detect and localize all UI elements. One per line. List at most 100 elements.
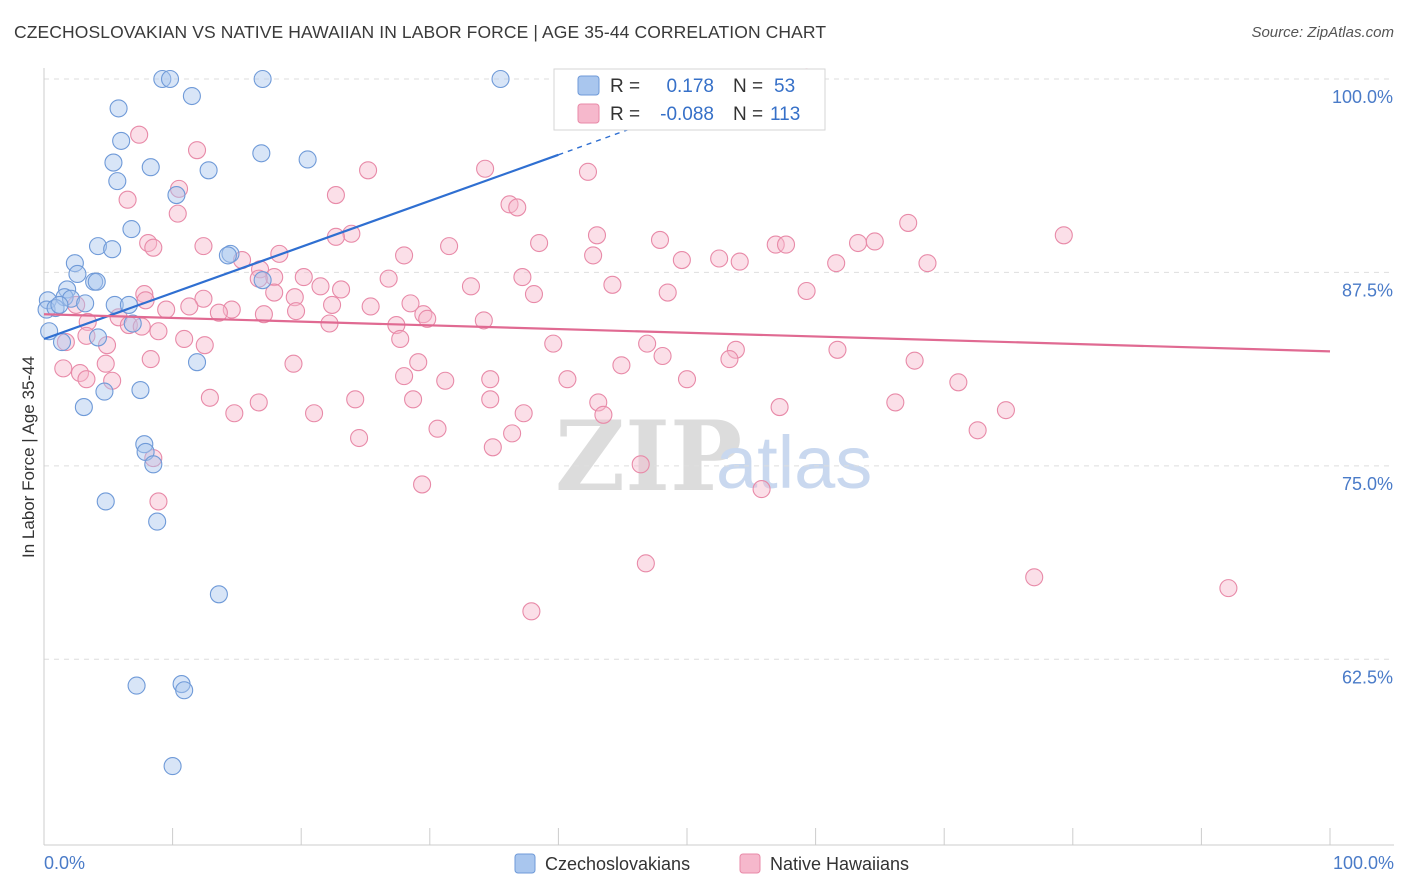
czechoslovakian-point [163, 757, 182, 776]
native-hawaiian-point [658, 283, 677, 302]
czechoslovakian-point [253, 69, 272, 89]
native-hawaiian-point [404, 390, 423, 409]
native-hawaiian-point [440, 237, 459, 256]
czechoslovakian-point [187, 353, 207, 372]
native-hawaiian-point [766, 235, 785, 254]
series-legend-label-czechoslovakians: Czechoslovakians [545, 854, 690, 874]
native-hawaiian-point [558, 370, 577, 389]
czechoslovakian-point [144, 455, 163, 474]
native-hawaiian-point [508, 198, 527, 217]
native-hawaiian-point [710, 249, 729, 268]
watermark-atlas: atlas [716, 421, 872, 504]
czechoslovakian-point [298, 150, 317, 169]
native-hawaiian-point [476, 159, 495, 178]
native-hawaiian-point [886, 393, 905, 412]
czechoslovakian-point [153, 69, 172, 89]
native-hawaiian-point [149, 492, 168, 511]
czechoslovakian-point [104, 153, 123, 172]
native-hawaiian-point [413, 475, 432, 494]
series-legend-swatch-czechoslovakians [514, 853, 536, 874]
czechoslovakian-point [108, 172, 127, 191]
native-hawaiian-point [865, 232, 884, 251]
native-hawaiian-point [905, 351, 924, 370]
native-hawaiian-point [200, 388, 219, 407]
native-hawaiian-point [395, 246, 414, 265]
native-hawaiian-point [361, 297, 380, 316]
native-hawaiian-point [730, 252, 749, 271]
native-hawaiian-point [401, 294, 420, 313]
native-hawaiian-point [194, 237, 213, 256]
native-hawaiians-trend-line [43, 313, 1331, 353]
native-hawaiian-point [481, 390, 500, 409]
native-hawaiian-point [195, 336, 214, 355]
czechoslovakian-point [61, 289, 81, 308]
native-hawaiian-point [968, 421, 987, 440]
native-hawaiian-point [130, 125, 149, 144]
legend-n-value-1: 53 [774, 76, 795, 97]
watermark-zip: ZIP [555, 400, 742, 513]
native-hawaiian-point [305, 404, 324, 423]
native-hawaiian-point [56, 333, 75, 352]
native-hawaiian-point [418, 309, 437, 328]
native-hawaiian-point [96, 354, 115, 373]
native-hawaiian-point [285, 288, 304, 307]
czechoslovakian-point [160, 69, 180, 89]
czechoslovakian-point [252, 144, 271, 163]
native-hawaiian-point [157, 300, 176, 319]
chart-title: CZECHOSLOVAKIAN VS NATIVE HAWAIIAN IN LA… [14, 22, 827, 42]
watermark: ZIP atlas [555, 400, 872, 513]
czechoslovakian-point [209, 585, 228, 604]
czechoslovakian-point [167, 186, 186, 205]
czechoslovakian-point [148, 512, 167, 531]
native-hawaiian-point [249, 393, 268, 412]
native-hawaiian-point [1054, 226, 1073, 245]
native-hawaiian-point [481, 370, 500, 389]
native-hawaiian-point [918, 254, 937, 273]
native-hawaiian-point [194, 289, 213, 308]
czechoslovakian-point [103, 240, 122, 259]
legend-n-label-1: N = [733, 76, 763, 97]
czechoslovakian-point [88, 237, 108, 256]
czechoslovakian-point [38, 291, 57, 310]
native-hawaiian-point [350, 428, 369, 448]
native-hawaiian-point [612, 356, 631, 375]
czechoslovakians-trend-line [43, 153, 559, 341]
y-tick-label: 75.0% [1342, 474, 1393, 494]
native-hawaiian-point [949, 373, 968, 392]
native-hawaiian-point [996, 401, 1015, 420]
native-hawaiian-point [144, 238, 163, 257]
native-hawaiian-point [770, 398, 789, 417]
native-hawaiian-point [395, 367, 414, 386]
x-tick-label-max: 100.0% [1333, 853, 1394, 873]
native-hawaiian-point [391, 329, 410, 349]
czechoslovakian-point [175, 681, 194, 700]
native-hawaiian-point [118, 190, 137, 209]
native-hawaiian-point [168, 204, 187, 223]
native-hawaiian-point [752, 480, 771, 499]
native-hawaiian-point [265, 268, 284, 287]
czechoslovakian-point [65, 254, 84, 273]
native-hawaiian-point [209, 303, 228, 322]
czechoslovakian-point [68, 264, 87, 284]
native-hawaiian-point [530, 233, 549, 253]
axes [43, 68, 1394, 846]
native-hawaiian-point [77, 326, 96, 345]
native-hawaiian-point [284, 354, 303, 373]
legend-r-value-1: 0.178 [666, 76, 714, 97]
series-legend-label-native-hawaiians: Native Hawaiians [770, 854, 909, 874]
native-hawaiian-point [513, 268, 532, 287]
native-hawaiian-point [827, 254, 846, 273]
czechoslovakians-points [37, 69, 510, 776]
native-hawaiian-point [332, 280, 351, 299]
native-hawaiian-point [1219, 579, 1238, 598]
y-tick-label: 62.5% [1342, 667, 1393, 687]
native-hawaiian-point [899, 213, 918, 232]
native-hawaiian-point [54, 359, 73, 378]
native-hawaiian-point [409, 353, 428, 372]
czechoslovakian-point [50, 295, 69, 314]
czechoslovakian-point [199, 161, 218, 180]
native-hawaiian-point [294, 268, 313, 287]
czechoslovakian-point [95, 382, 114, 401]
czechoslovakian-point [141, 158, 160, 177]
